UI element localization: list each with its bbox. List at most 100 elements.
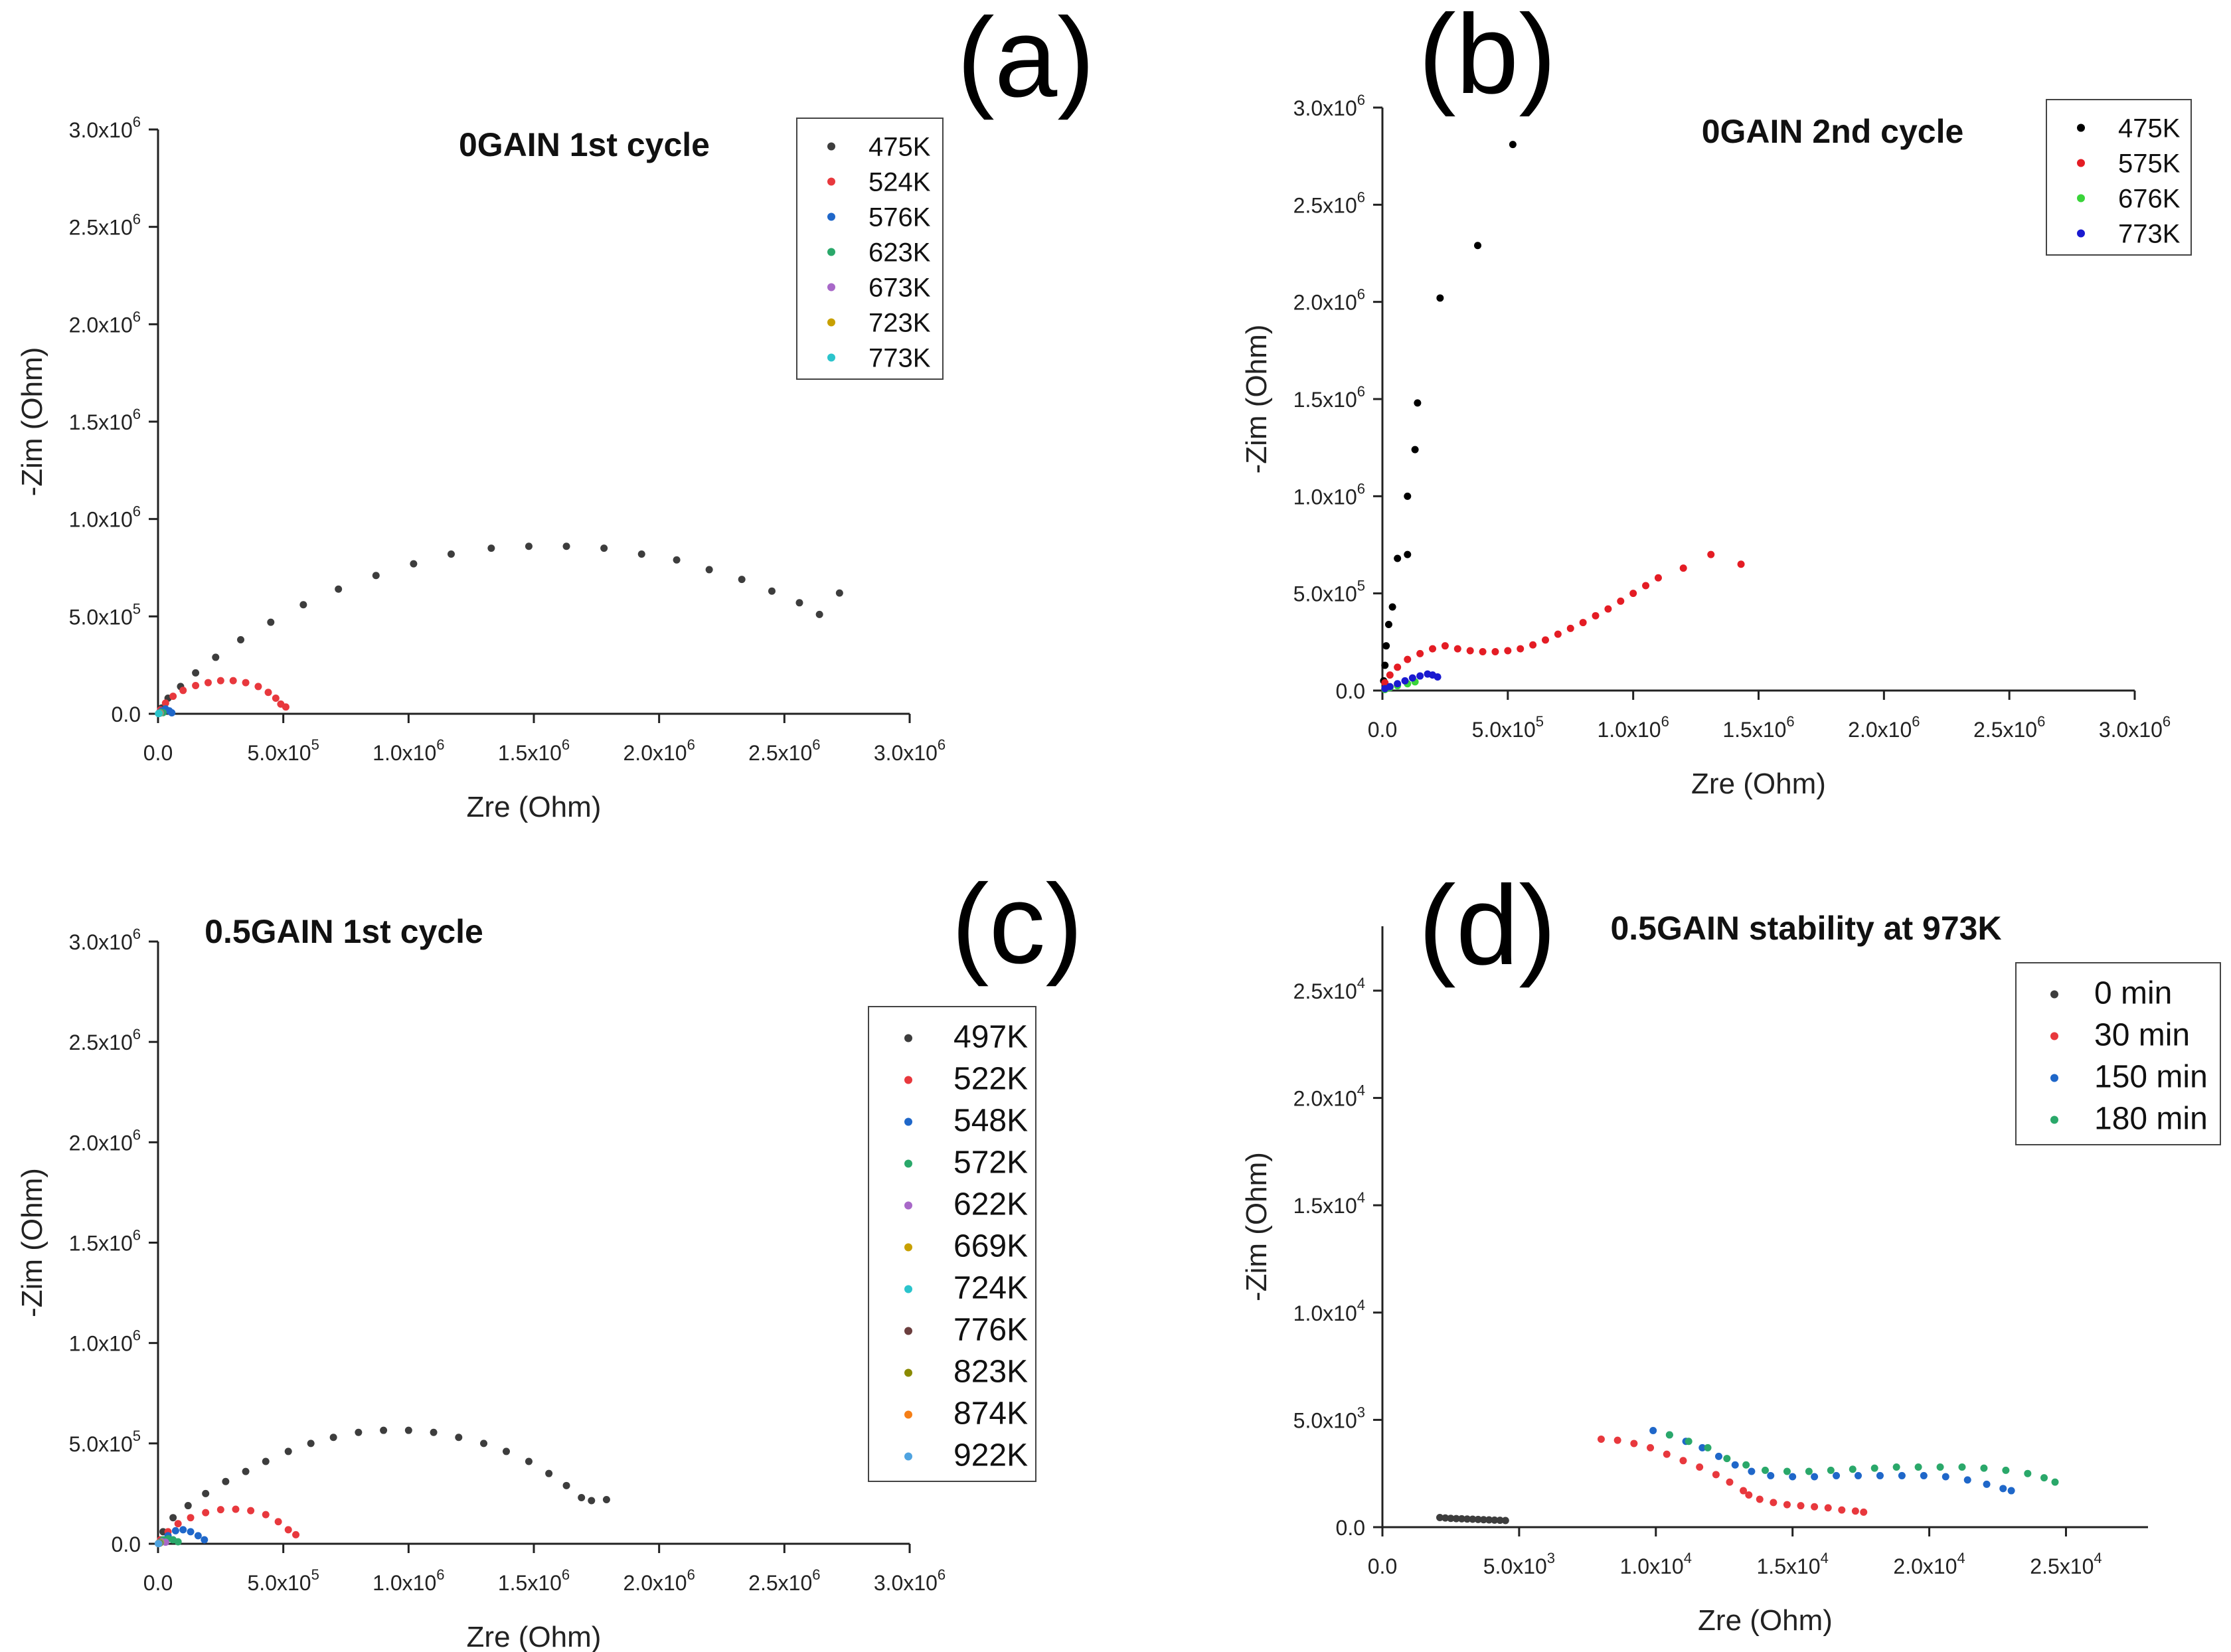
data-point bbox=[525, 542, 533, 550]
data-point bbox=[222, 1477, 230, 1485]
data-point bbox=[232, 1505, 240, 1513]
data-point bbox=[1441, 642, 1449, 650]
data-point bbox=[602, 1495, 610, 1503]
data-point bbox=[1466, 647, 1474, 655]
legend-marker bbox=[2050, 1032, 2058, 1040]
legend-marker bbox=[2050, 1074, 2058, 1082]
data-point bbox=[404, 1426, 412, 1434]
panel-letter: (d) bbox=[1418, 863, 1556, 989]
legend-label: 497K bbox=[953, 1020, 1028, 1055]
legend-label: 0 min bbox=[2094, 976, 2172, 1011]
x-tick-label: 1.0x106 bbox=[1598, 713, 1669, 742]
data-point bbox=[1654, 574, 1662, 582]
y-tick-exponent: 6 bbox=[1357, 286, 1365, 303]
data-point bbox=[1756, 1495, 1764, 1503]
data-point bbox=[1474, 242, 1482, 250]
data-point bbox=[1436, 1513, 1444, 1521]
y-axis-title: -Zim (Ohm) bbox=[16, 347, 48, 497]
x-tick-exponent: 4 bbox=[2094, 1550, 2102, 1566]
x-tick-exponent: 6 bbox=[1912, 713, 1920, 730]
x-tick-label: 2.5x104 bbox=[2030, 1550, 2102, 1578]
x-tick-label: 2.0x106 bbox=[623, 736, 695, 765]
data-point bbox=[1833, 1471, 1841, 1479]
y-tick-exponent: 6 bbox=[133, 1227, 141, 1244]
data-point bbox=[447, 550, 455, 558]
data-point bbox=[168, 709, 176, 717]
legend-label: 773K bbox=[2118, 220, 2181, 249]
y-tick-exponent: 6 bbox=[133, 308, 141, 325]
data-point bbox=[1767, 1471, 1775, 1479]
x-axis-title: Zre (Ohm) bbox=[1698, 1604, 1833, 1637]
data-point bbox=[1797, 1502, 1805, 1510]
data-point bbox=[562, 1481, 570, 1489]
legend-label: 723K bbox=[868, 309, 931, 338]
data-point bbox=[161, 699, 169, 707]
legend-box bbox=[2046, 99, 2192, 256]
data-point bbox=[1696, 1463, 1704, 1471]
data-point bbox=[545, 1469, 553, 1477]
data-point bbox=[1704, 1444, 1712, 1451]
data-point bbox=[1394, 663, 1402, 671]
data-point bbox=[1604, 605, 1612, 613]
data-point bbox=[1386, 683, 1394, 691]
data-point bbox=[1827, 1466, 1835, 1474]
legend-label: 475K bbox=[2118, 114, 2181, 143]
data-point bbox=[1617, 597, 1625, 605]
chart-panel-d: 0.0 5.0x103 1.0x104 1.5x104 2.0x104 2.5x104 0.… bbox=[1240, 863, 2221, 1637]
data-point bbox=[1517, 645, 1525, 653]
data-point bbox=[1453, 645, 1461, 653]
data-point bbox=[1416, 649, 1424, 657]
data-point bbox=[1770, 1499, 1777, 1507]
data-point bbox=[1463, 1515, 1471, 1523]
panel-title: 0.5GAIN 1st cycle bbox=[205, 913, 483, 950]
y-tick-exponent: 6 bbox=[133, 503, 141, 520]
data-point bbox=[1501, 1517, 1509, 1525]
y-tick-exponent: 5 bbox=[133, 600, 141, 617]
x-tick-label: 1.5x106 bbox=[498, 1566, 570, 1595]
legend-marker bbox=[2077, 229, 2085, 238]
data-point bbox=[1936, 1463, 1944, 1471]
x-tick-label: 1.0x106 bbox=[372, 736, 444, 765]
data-point bbox=[1980, 1464, 1988, 1472]
data-point bbox=[1748, 1467, 1756, 1475]
x-tick-label: 1.0x104 bbox=[1620, 1550, 1692, 1578]
data-point bbox=[1876, 1471, 1884, 1479]
legend-marker bbox=[904, 1201, 912, 1210]
legend-marker bbox=[827, 142, 835, 151]
legend-marker bbox=[2050, 1115, 2058, 1124]
data-point bbox=[1509, 141, 1517, 149]
legend-marker bbox=[2077, 159, 2085, 167]
data-point bbox=[1647, 1444, 1655, 1451]
data-point bbox=[1479, 647, 1487, 655]
data-point bbox=[480, 1440, 488, 1447]
y-tick-exponent: 5 bbox=[1357, 578, 1365, 594]
x-tick-exponent: 4 bbox=[1684, 1550, 1692, 1566]
y-tick-label: 2.5x106 bbox=[69, 211, 141, 240]
data-point bbox=[1849, 1465, 1857, 1473]
data-point bbox=[1860, 1508, 1868, 1516]
x-tick-label: 3.0x106 bbox=[874, 1566, 946, 1595]
data-point bbox=[1745, 1491, 1753, 1499]
data-point bbox=[835, 589, 843, 597]
series-922K bbox=[154, 1540, 163, 1548]
y-tick-exponent: 6 bbox=[1357, 92, 1365, 108]
data-point bbox=[2040, 1474, 2048, 1482]
data-point bbox=[1386, 671, 1394, 679]
data-point bbox=[1442, 1514, 1449, 1522]
data-point bbox=[247, 1507, 255, 1515]
y-tick-label: 0.0 bbox=[112, 1532, 141, 1556]
y-tick-label: 5.0x105 bbox=[1293, 578, 1365, 606]
data-point bbox=[455, 1434, 463, 1442]
data-point bbox=[1381, 661, 1389, 669]
y-tick-label: 0.0 bbox=[112, 702, 141, 726]
x-tick-exponent: 6 bbox=[687, 736, 695, 753]
legend-marker bbox=[2050, 990, 2058, 999]
data-point bbox=[242, 1467, 250, 1475]
y-tick-label: 1.0x106 bbox=[1293, 480, 1365, 509]
legend-marker bbox=[904, 1452, 912, 1461]
x-tick-label: 1.0x106 bbox=[372, 1566, 444, 1595]
x-axis-title: Zre (Ohm) bbox=[1691, 768, 1826, 800]
data-point bbox=[282, 703, 289, 711]
data-point bbox=[1416, 672, 1424, 680]
data-point bbox=[1408, 674, 1416, 682]
